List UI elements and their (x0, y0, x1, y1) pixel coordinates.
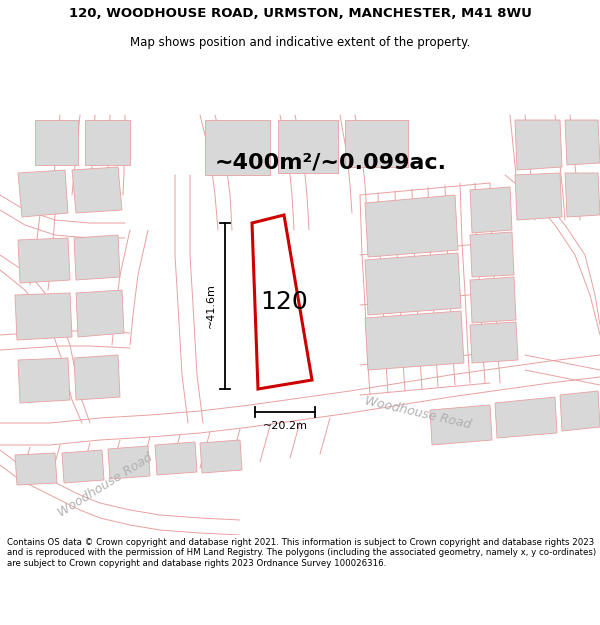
Polygon shape (18, 170, 68, 217)
Polygon shape (85, 120, 130, 165)
Polygon shape (430, 405, 492, 445)
Polygon shape (205, 120, 270, 175)
Polygon shape (252, 215, 312, 389)
Polygon shape (108, 446, 150, 479)
Polygon shape (74, 235, 120, 280)
Text: ~400m²/~0.099ac.: ~400m²/~0.099ac. (215, 153, 447, 173)
Polygon shape (155, 442, 197, 475)
Polygon shape (495, 397, 557, 438)
Polygon shape (15, 293, 72, 340)
Text: Contains OS data © Crown copyright and database right 2021. This information is : Contains OS data © Crown copyright and d… (7, 538, 596, 568)
Polygon shape (365, 195, 458, 257)
Polygon shape (15, 453, 57, 485)
Polygon shape (470, 322, 518, 363)
Polygon shape (18, 358, 70, 403)
Polygon shape (35, 120, 78, 165)
Polygon shape (72, 167, 122, 213)
Text: Woodhouse Road: Woodhouse Road (364, 394, 473, 432)
Polygon shape (565, 120, 600, 165)
Polygon shape (560, 391, 600, 431)
Polygon shape (365, 253, 461, 315)
Polygon shape (18, 238, 70, 283)
Polygon shape (565, 173, 600, 217)
Polygon shape (365, 311, 464, 370)
Text: 120: 120 (260, 290, 308, 314)
Polygon shape (74, 355, 120, 400)
Polygon shape (515, 120, 562, 170)
Polygon shape (278, 120, 338, 173)
Text: ~41.6m: ~41.6m (206, 284, 216, 329)
Text: 120, WOODHOUSE ROAD, URMSTON, MANCHESTER, M41 8WU: 120, WOODHOUSE ROAD, URMSTON, MANCHESTER… (68, 8, 532, 20)
Polygon shape (515, 173, 562, 220)
Polygon shape (470, 232, 514, 277)
Polygon shape (76, 290, 124, 337)
Text: ~20.2m: ~20.2m (263, 421, 308, 431)
Polygon shape (62, 450, 104, 483)
Polygon shape (200, 440, 242, 473)
Polygon shape (470, 187, 512, 233)
Text: Woodhouse Road: Woodhouse Road (55, 451, 155, 519)
Polygon shape (470, 277, 516, 323)
Polygon shape (345, 120, 408, 167)
Text: Map shows position and indicative extent of the property.: Map shows position and indicative extent… (130, 36, 470, 49)
